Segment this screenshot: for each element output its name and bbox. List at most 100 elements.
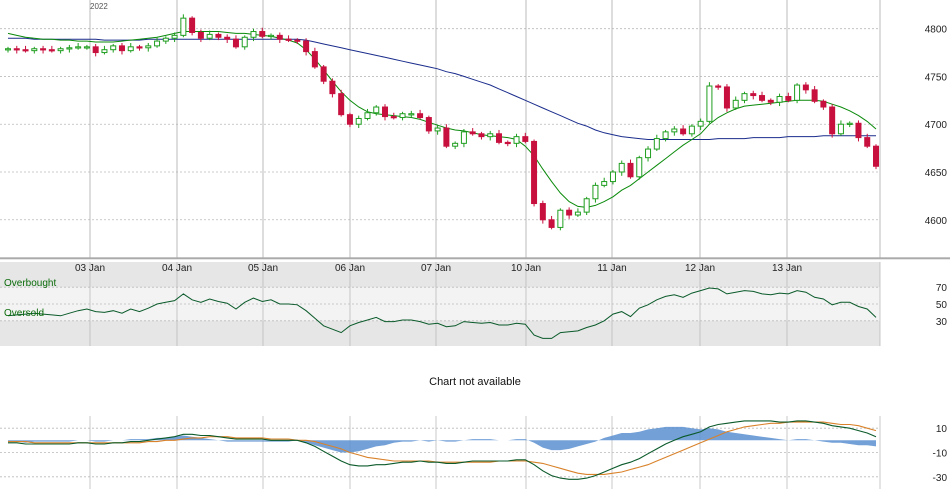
candle-body	[662, 131, 669, 140]
candle-body	[864, 137, 871, 147]
x-tick-label: 10 Jan	[511, 263, 541, 274]
x-tick-label: 05 Jan	[248, 263, 278, 274]
rsi-line	[7, 287, 877, 339]
candle-body	[154, 40, 161, 47]
candle-body	[653, 138, 660, 150]
oversold-zone	[0, 320, 880, 346]
candle-body	[215, 33, 222, 38]
candle-body	[206, 33, 213, 39]
candle-body	[110, 45, 117, 51]
long-moving-average	[8, 37, 876, 140]
candle-body	[382, 106, 389, 118]
candle-body	[645, 148, 652, 159]
candle-body	[294, 39, 301, 42]
candle-body	[513, 136, 520, 144]
candle-body	[732, 99, 739, 109]
x-tick-label: 12 Jan	[685, 263, 715, 274]
candle-body	[180, 17, 187, 36]
oscillator-y-tick-label: 70	[936, 283, 948, 294]
candle-body	[338, 93, 345, 116]
price-y-tick-label: 4800	[925, 25, 948, 36]
candle-body	[697, 120, 704, 127]
candle-body	[671, 128, 678, 133]
candle-body	[417, 113, 424, 119]
candle-body	[820, 100, 827, 108]
year-label: 2022	[90, 2, 108, 11]
candle-body	[688, 125, 695, 135]
candle-body	[855, 122, 862, 139]
oscillator-y-tick-label: 30	[936, 317, 948, 328]
candle-body	[539, 203, 546, 221]
candle-body	[680, 128, 687, 135]
candle-body	[399, 113, 406, 119]
candle-body	[189, 17, 196, 33]
candle-body	[750, 93, 757, 97]
candle-body	[478, 133, 485, 138]
candle-body	[583, 198, 590, 213]
x-tick-label: 07 Jan	[421, 263, 451, 274]
candle-body	[241, 36, 248, 48]
candle-body	[364, 112, 371, 119]
price-y-tick-label: 4750	[925, 72, 948, 83]
candle-body	[92, 46, 99, 54]
candle-body	[5, 48, 11, 51]
candle-body	[802, 84, 809, 91]
candle-body	[767, 99, 774, 103]
x-tick-label: 11 Jan	[597, 263, 626, 274]
candle-body	[311, 51, 318, 68]
candle-body	[706, 85, 713, 122]
candle-body	[548, 219, 555, 228]
candle-body	[127, 46, 134, 52]
candle-body	[609, 171, 616, 183]
candle-body	[715, 85, 722, 88]
candle-body	[66, 47, 73, 50]
candle-body	[136, 46, 143, 49]
candle-body	[224, 36, 231, 40]
candle-body	[557, 209, 564, 228]
candle-body	[276, 34, 283, 40]
candle-body	[355, 117, 362, 125]
overbought-label: Overbought	[4, 278, 56, 289]
candle-body	[759, 95, 766, 101]
candle-body	[601, 181, 608, 186]
candle-body	[40, 48, 47, 51]
candle-body	[83, 46, 90, 49]
candle-body	[320, 66, 327, 82]
candle-body	[434, 127, 441, 132]
chart-unavailable-notice: Chart not available	[429, 376, 521, 388]
candle-body	[346, 114, 353, 125]
candle-body	[469, 131, 476, 135]
overbought-zone	[0, 262, 880, 288]
candle-body	[522, 136, 529, 142]
candle-body	[627, 162, 634, 178]
candle-body	[443, 127, 450, 147]
candle-body	[504, 141, 511, 145]
candle-body	[31, 48, 38, 52]
macd-histogram	[8, 426, 876, 453]
candle-body	[250, 31, 257, 38]
candle-body	[373, 106, 380, 114]
candle-body	[618, 162, 625, 173]
candle-body	[171, 34, 178, 39]
candle-body	[636, 157, 643, 178]
price-y-tick-label: 4700	[925, 120, 948, 131]
candle-body	[829, 106, 836, 135]
oscillator-y-tick-label: 50	[936, 300, 948, 311]
candle-body	[259, 31, 266, 37]
candle-body	[495, 133, 502, 143]
candle-body	[566, 209, 573, 216]
candle-body	[460, 131, 467, 144]
candle-body	[531, 140, 538, 205]
x-tick-label: 06 Jan	[335, 263, 365, 274]
candle-body	[285, 38, 292, 41]
candle-body	[303, 40, 310, 53]
price-y-tick-label: 4650	[925, 168, 948, 179]
macd-line	[8, 420, 877, 480]
candle-body	[22, 49, 29, 52]
candle-body	[232, 38, 239, 48]
macd-signal-line	[8, 421, 877, 475]
candle-body	[452, 142, 459, 147]
candle-body	[145, 45, 152, 49]
candle-body	[57, 48, 64, 52]
